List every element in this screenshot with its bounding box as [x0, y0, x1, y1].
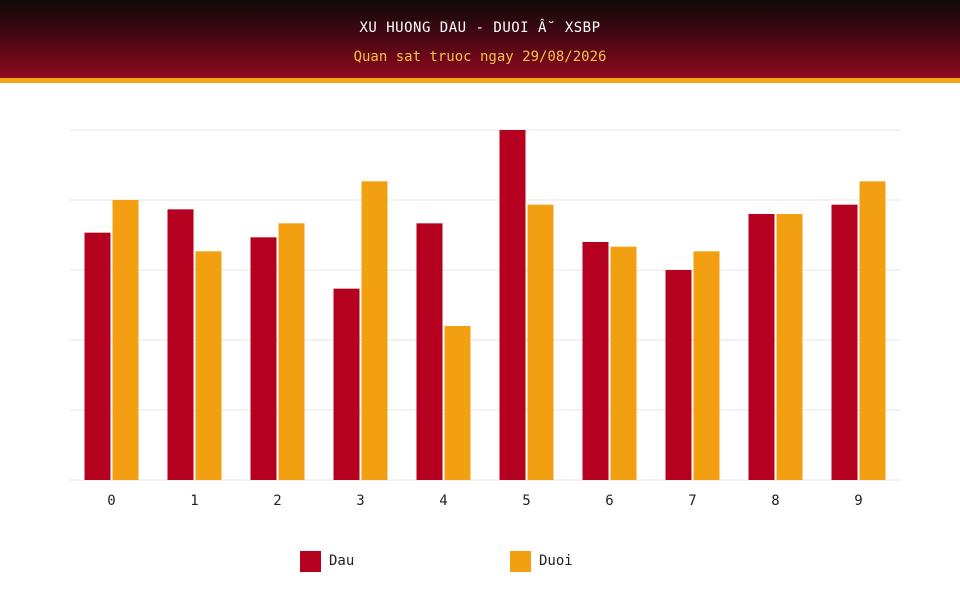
bar-dau-5 — [499, 130, 526, 480]
bar-dau-1 — [167, 209, 194, 481]
bar-duoi-2 — [278, 223, 305, 481]
bar-dau-0 — [84, 232, 111, 480]
bar-dau-6 — [582, 242, 609, 480]
legend-label-duoi: Duoi — [539, 553, 573, 569]
legend-item-dau[interactable]: Dau — [300, 548, 354, 574]
legend-label-dau: Dau — [329, 553, 355, 569]
legend-swatch-dau — [300, 550, 321, 572]
bar-duoi-4 — [444, 326, 471, 480]
bar-duoi-3 — [361, 181, 388, 481]
x-tick-label: 4 — [439, 493, 447, 509]
bar-dau-9 — [831, 204, 858, 480]
legend-swatch-duoi — [510, 550, 531, 572]
bar-dau-4 — [416, 223, 443, 481]
bar-dau-7 — [665, 270, 692, 480]
x-tick-label: 1 — [190, 493, 198, 509]
bar-dau-8 — [748, 214, 775, 480]
x-tick-label: 5 — [522, 493, 530, 509]
chart-legend: Dau Duoi — [0, 548, 960, 574]
bar-duoi-1 — [195, 251, 222, 480]
x-tick-label: 0 — [107, 493, 115, 509]
x-tick-label: 6 — [605, 493, 613, 509]
bar-duoi-5 — [527, 204, 554, 480]
bar-duoi-7 — [693, 251, 720, 480]
bar-dau-3 — [333, 288, 360, 480]
chart-subtitle: Quan sat truoc ngay 29/08/2026 — [353, 49, 607, 65]
bar-duoi-9 — [859, 181, 886, 481]
chart-title: XU HUONG DAU - DUOI Â˘ XSBP — [359, 20, 601, 36]
x-tick-label: 7 — [688, 493, 696, 509]
x-tick-label: 9 — [854, 493, 862, 509]
bar-duoi-6 — [610, 246, 637, 480]
bar-duoi-0 — [112, 200, 139, 480]
x-tick-label: 8 — [771, 493, 779, 509]
x-tick-label: 3 — [356, 493, 364, 509]
legend-item-duoi[interactable]: Duoi — [510, 548, 573, 574]
chart-header: XU HUONG DAU - DUOI Â˘ XSBP Quan sat tru… — [0, 0, 960, 83]
x-tick-label: 2 — [273, 493, 281, 509]
bar-dau-2 — [250, 237, 277, 480]
bar-duoi-8 — [776, 214, 803, 480]
